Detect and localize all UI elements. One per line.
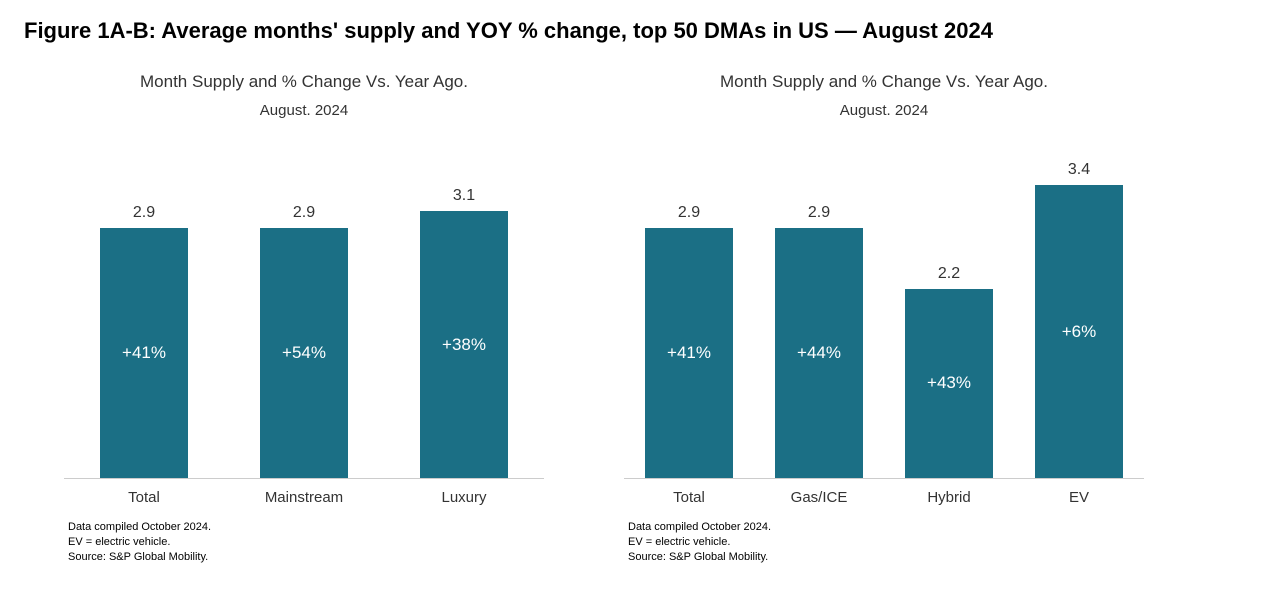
category-label: Total <box>64 479 224 506</box>
charts-row: Month Supply and % Change Vs. Year Ago. … <box>24 72 1249 565</box>
category-label: Total <box>624 479 754 506</box>
bar-value-label: 3.1 <box>453 187 475 205</box>
bar-pct-label: +43% <box>927 373 971 393</box>
chart-b-title: Month Supply and % Change Vs. Year Ago. <box>720 72 1048 92</box>
category-label: Mainstream <box>224 479 384 506</box>
chart-a-footnotes: Data compiled October 2024.EV = electric… <box>64 520 211 565</box>
category-label: EV <box>1014 479 1144 506</box>
bar: +43% <box>905 289 993 478</box>
footnote-line: EV = electric vehicle. <box>68 535 211 550</box>
bar-pct-label: +6% <box>1062 322 1097 342</box>
bar-slot: 2.2 +43% <box>884 139 1014 478</box>
bar-value-label: 2.2 <box>938 265 960 283</box>
bar-pct-label: +44% <box>797 343 841 363</box>
bar: +41% <box>645 228 733 478</box>
chart-panel-b: Month Supply and % Change Vs. Year Ago. … <box>624 72 1144 565</box>
bar: +6% <box>1035 185 1123 478</box>
bar-pct-label: +38% <box>442 335 486 355</box>
chart-b-subtitle: August. 2024 <box>840 102 928 119</box>
footnote-line: Data compiled October 2024. <box>68 520 211 535</box>
footnote-line: Data compiled October 2024. <box>628 520 771 535</box>
chart-b-plot: 2.9 +41% 2.9 +44% 2.2 +43% 3.4 +6% <box>624 139 1144 479</box>
chart-a-title: Month Supply and % Change Vs. Year Ago. <box>140 72 468 92</box>
bar: +44% <box>775 228 863 478</box>
chart-b-categories: TotalGas/ICEHybridEV <box>624 479 1144 506</box>
bar-slot: 3.4 +6% <box>1014 139 1144 478</box>
chart-a-plot: 2.9 +41% 2.9 +54% 3.1 +38% <box>64 139 544 479</box>
chart-panel-a: Month Supply and % Change Vs. Year Ago. … <box>64 72 544 565</box>
bar-slot: 3.1 +38% <box>384 139 544 478</box>
footnote-line: Source: S&P Global Mobility. <box>68 550 211 565</box>
bar-slot: 2.9 +41% <box>624 139 754 478</box>
bar-value-label: 2.9 <box>808 204 830 222</box>
bar-value-label: 2.9 <box>293 204 315 222</box>
chart-a-subtitle: August. 2024 <box>260 102 348 119</box>
bar: +54% <box>260 228 348 478</box>
chart-b-footnotes: Data compiled October 2024.EV = electric… <box>624 520 771 565</box>
footnote-line: EV = electric vehicle. <box>628 535 771 550</box>
figure-title: Figure 1A-B: Average months' supply and … <box>24 18 1249 44</box>
bar-value-label: 2.9 <box>678 204 700 222</box>
chart-a-categories: TotalMainstreamLuxury <box>64 479 544 506</box>
bar-pct-label: +54% <box>282 343 326 363</box>
bar-value-label: 3.4 <box>1068 161 1090 179</box>
bar-pct-label: +41% <box>122 343 166 363</box>
bar-slot: 2.9 +41% <box>64 139 224 478</box>
category-label: Gas/ICE <box>754 479 884 506</box>
footnote-line: Source: S&P Global Mobility. <box>628 550 771 565</box>
bar-slot: 2.9 +54% <box>224 139 384 478</box>
bar-slot: 2.9 +44% <box>754 139 884 478</box>
category-label: Luxury <box>384 479 544 506</box>
category-label: Hybrid <box>884 479 1014 506</box>
bar-pct-label: +41% <box>667 343 711 363</box>
bar: +41% <box>100 228 188 478</box>
bar-value-label: 2.9 <box>133 204 155 222</box>
bar: +38% <box>420 211 508 478</box>
